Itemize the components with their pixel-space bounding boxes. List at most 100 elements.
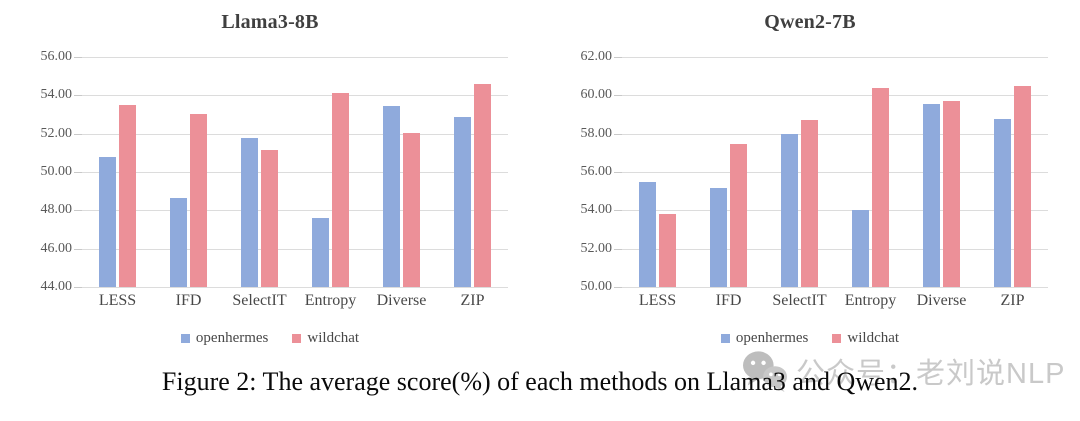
watermark-text: 公众号：老刘说NLP [796,358,1066,390]
x-axis-label-IFD: IFD [175,292,202,309]
bar-wildchat-SelectIT [801,120,818,287]
y-axis-tick [614,57,622,58]
y-axis-label: 52.00 [40,125,73,141]
legend-item-wildchat: wildchat [832,330,899,347]
gridline-44.00 [82,287,508,288]
x-axis-label-Entropy: Entropy [304,292,357,309]
y-axis-tick [74,287,82,288]
y-axis-label: 56.00 [40,49,73,64]
y-axis-tick [74,210,82,212]
legend: openhermes wildchat [540,330,1080,347]
y-axis-tick [74,95,82,97]
bar-wildchat-ZIP [1014,85,1031,287]
bar-openhermes-Diverse [923,103,940,287]
bar-wildchat-IFD [190,113,207,287]
y-axis-label: 60.00 [580,87,613,103]
bar-wildchat-Entropy [872,87,889,287]
bar-wildchat-LESS [119,104,136,287]
bar-wildchat-SelectIT [261,149,278,287]
y-axis-tick [614,210,622,212]
legend-swatch-openhermes [180,334,190,343]
bar-wildchat-LESS [659,214,676,287]
legend-item-openhermes: openhermes [180,330,268,347]
gridline-50.00 [622,287,1048,288]
y-axis-tick [74,133,82,135]
legend-swatch-wildchat [832,334,842,343]
gridline-56.00 [82,57,508,58]
legend-label-wildchat: wildchat [847,330,900,346]
y-axis-label: 56.00 [580,164,613,179]
y-axis-tick [74,57,82,58]
gridline-48.00 [82,210,508,212]
bar-openhermes-Entropy [852,210,869,287]
bar-openhermes-SelectIT [241,138,258,287]
y-axis-tick [614,172,622,173]
legend-label-wildchat: wildchat [307,330,360,346]
y-axis-label: 48.00 [40,202,73,218]
gridline-52.00 [622,248,1048,250]
y-axis-label: 46.00 [40,240,73,256]
bar-openhermes-ZIP [454,117,471,287]
gridline-54.00 [622,210,1048,212]
watermark: 公众号：老刘说NLP [742,349,1065,393]
chart-title: Qwen2-7B [764,11,856,33]
legend-item-openhermes: openhermes [720,330,809,347]
gridline-50.00 [82,172,508,173]
gridline-58.00 [622,133,1048,135]
bar-wildchat-Diverse [403,132,420,287]
bar-openhermes-LESS [99,156,116,287]
y-axis-label: 54.00 [40,87,73,103]
x-axis-label-Entropy: Entropy [844,292,897,309]
bar-openhermes-IFD [710,188,727,287]
gridline-56.00 [622,172,1048,173]
bar-openhermes-SelectIT [781,133,798,287]
y-axis-tick [614,287,622,288]
chart-llama3-8b: Llama3-8B 44.00 46.00 48.00 50.00 52.00 54.00… [0,0,540,360]
bar-wildchat-Diverse [943,101,960,287]
gridline-46.00 [82,248,508,250]
bar-openhermes-LESS [639,181,656,287]
legend-swatch-wildchat [292,334,302,343]
y-axis-tick [614,133,622,135]
legend-label-openhermes: openhermes [735,330,809,346]
y-axis-label: 44.00 [40,279,73,294]
x-axis-label-LESS: LESS [638,292,677,309]
legend-item-wildchat: wildchat [292,330,359,347]
gridline-54.00 [82,95,508,97]
x-axis-label-Diverse: Diverse [376,292,427,309]
x-axis-label-SelectIT: SelectIT [232,292,287,309]
x-axis-label-IFD: IFD [715,292,742,309]
x-axis-label-ZIP: ZIP [1000,292,1025,309]
bar-wildchat-Entropy [332,93,349,287]
bar-openhermes-IFD [170,197,187,287]
gridline-60.00 [622,95,1048,97]
bar-openhermes-Entropy [312,218,329,287]
x-axis-label-ZIP: ZIP [460,292,485,309]
x-axis-label-SelectIT: SelectIT [772,292,827,309]
legend-swatch-openhermes [720,334,730,343]
bar-openhermes-Diverse [383,105,400,287]
figure-caption: Figure 2: The average score(%) of each m… [161,367,919,396]
y-axis-label: 50.00 [40,164,73,179]
bar-wildchat-ZIP [474,83,491,287]
gridline-62.00 [622,57,1048,58]
chart-title: Llama3-8B [221,11,319,33]
y-axis-tick [74,172,82,173]
y-axis-label: 54.00 [580,202,613,218]
y-axis-tick [614,95,622,97]
gridline-52.00 [82,133,508,135]
bar-openhermes-ZIP [994,119,1011,287]
legend: openhermes wildchat [0,330,540,347]
x-axis-label-Diverse: Diverse [916,292,967,309]
bar-wildchat-IFD [730,144,747,287]
y-axis-label: 52.00 [580,240,613,256]
chart-qwen2-7b: Qwen2-7B 50.00 52.00 54.00 56.00 58.00 60.00 6… [540,0,1080,360]
y-axis-tick [74,248,82,250]
y-axis-label: 62.00 [580,49,613,64]
wechat-icon [743,351,787,393]
x-axis-label-LESS: LESS [98,292,137,309]
y-axis-tick [614,248,622,250]
y-axis-label: 50.00 [580,279,613,294]
y-axis-label: 58.00 [580,125,613,141]
